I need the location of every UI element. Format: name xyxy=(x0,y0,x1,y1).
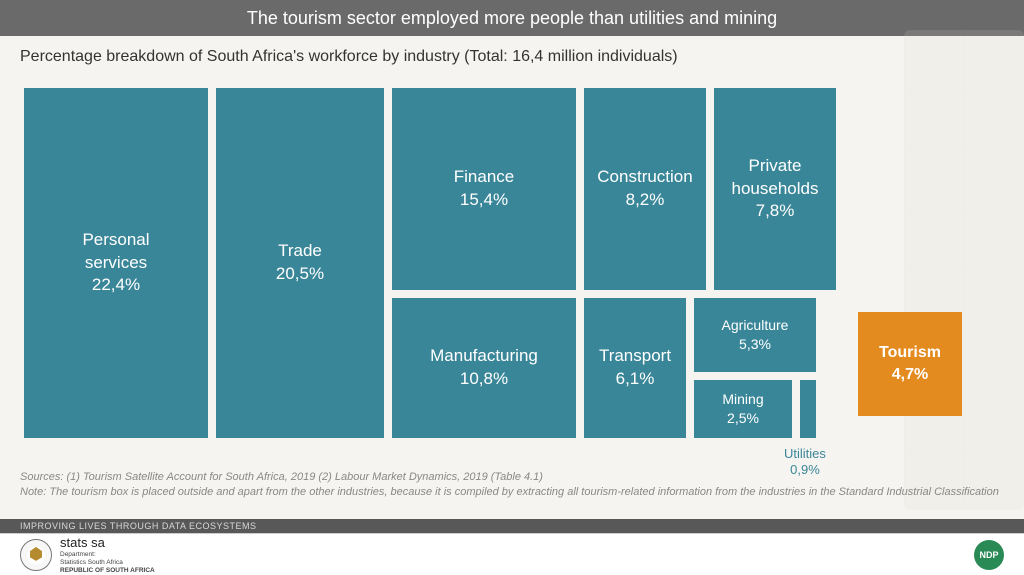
tourism-callout: Tourism 4,7% xyxy=(858,312,962,416)
cell-pct: 5,3% xyxy=(739,335,771,354)
utilities-label-text: Utilities xyxy=(784,446,826,461)
cell-label: Transport xyxy=(599,345,671,368)
treemap-cell-manufacturing: Manufacturing10,8% xyxy=(388,294,580,442)
footer-strip-text: IMPROVING LIVES THROUGH DATA ECOSYSTEMS xyxy=(20,521,257,531)
cell-label: services xyxy=(85,252,147,275)
page-title: The tourism sector employed more people … xyxy=(247,8,777,29)
dept-line-1: Department: xyxy=(60,551,155,558)
cell-label: Trade xyxy=(278,240,322,263)
cell-pct: 7,8% xyxy=(756,200,795,223)
treemap-cell-finance: Finance15,4% xyxy=(388,84,580,294)
cell-pct: 10,8% xyxy=(460,368,508,391)
sources-line-2: Note: The tourism box is placed outside … xyxy=(20,485,1004,500)
cell-label: Finance xyxy=(454,166,514,189)
dept-line-2: Statistics South Africa xyxy=(60,559,155,566)
sa-crest-icon xyxy=(20,539,52,571)
cell-pct: 15,4% xyxy=(460,189,508,212)
cell-pct: 8,2% xyxy=(626,189,665,212)
utilities-pct: 0,9% xyxy=(790,462,820,477)
utilities-external-label: Utilities0,9% xyxy=(784,446,826,479)
treemap-cell-private-hh: Privatehouseholds7,8% xyxy=(710,84,840,294)
brand-name: stats sa xyxy=(60,535,155,550)
cell-label: Personal xyxy=(82,229,149,252)
cell-label: Manufacturing xyxy=(430,345,538,368)
cell-label: Mining xyxy=(722,390,763,409)
treemap-cell-agriculture: Agriculture5,3% xyxy=(690,294,820,376)
cell-pct: 20,5% xyxy=(276,263,324,286)
cell-pct: 2,5% xyxy=(727,409,759,428)
cell-label: households xyxy=(732,178,819,201)
cell-pct: 22,4% xyxy=(92,274,140,297)
cell-label: Construction xyxy=(597,166,692,189)
content-area: Percentage breakdown of South Africa's w… xyxy=(0,36,1024,500)
treemap-cell-transport: Transport6,1% xyxy=(580,294,690,442)
footer-strip: IMPROVING LIVES THROUGH DATA ECOSYSTEMS xyxy=(0,519,1024,533)
sources-line-1: Sources: (1) Tourism Satellite Account f… xyxy=(20,470,1004,485)
tourism-label: Tourism xyxy=(879,342,941,364)
tourism-pct: 4,7% xyxy=(892,364,928,386)
footer: stats sa Department: Statistics South Af… xyxy=(0,533,1024,575)
cell-pct: 6,1% xyxy=(616,368,655,391)
dept-line-3: REPUBLIC OF SOUTH AFRICA xyxy=(60,567,155,574)
subtitle: Percentage breakdown of South Africa's w… xyxy=(20,48,1004,66)
workforce-treemap: Personalservices22,4%Trade20,5%Finance15… xyxy=(20,84,840,442)
sources-block: Sources: (1) Tourism Satellite Account f… xyxy=(20,470,1004,500)
chart-row: Personalservices22,4%Trade20,5%Finance15… xyxy=(20,84,1004,442)
treemap-cell-utilities xyxy=(796,376,820,442)
stats-sa-label: stats sa Department: Statistics South Af… xyxy=(60,535,155,574)
cell-label: Private xyxy=(749,155,802,178)
ndp-logo-icon: NDP xyxy=(974,540,1004,570)
title-bar: The tourism sector employed more people … xyxy=(0,0,1024,36)
treemap-cell-personal-services: Personalservices22,4% xyxy=(20,84,212,442)
treemap-cell-trade: Trade20,5% xyxy=(212,84,388,442)
cell-label: Agriculture xyxy=(722,316,789,335)
treemap-cell-mining: Mining2,5% xyxy=(690,376,796,442)
treemap-cell-construction: Construction8,2% xyxy=(580,84,710,294)
